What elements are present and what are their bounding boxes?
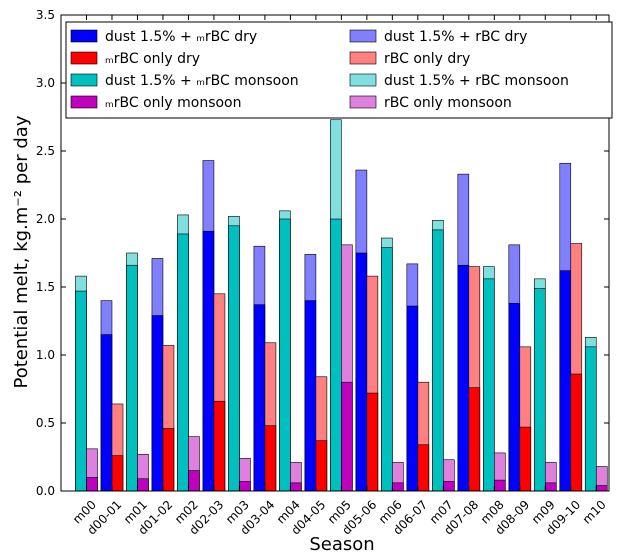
bar-m02-s3 [188,470,200,492]
bar-d01-02-s0 [151,315,164,492]
bar-m08-s3 [493,479,506,492]
bar-m07-s2 [432,229,444,492]
legend-label: ₘrBC only dry [105,51,200,67]
bar-d05-06-s0 [355,252,368,492]
y-tick-label: 2.5 [36,144,55,158]
x-tick-label: m10 [580,498,609,527]
legend-label: rBC only monsoon [384,95,512,111]
bar-d02-03-s1 [213,400,226,492]
y-tick-label: 0.5 [36,416,55,430]
legend-label: ₘrBC only monsoon [105,95,242,111]
bar-m03-s3 [239,481,251,492]
bar-m00-s2 [75,290,87,492]
bar-d09-10-s1 [570,373,583,492]
bar-d03-04-s0 [253,304,266,492]
bar-d03-04-s1 [264,425,277,492]
legend: dust 1.5% + ₘrBC dry ₘrBC only dry dust 1.… [65,21,613,119]
bar-m05-s3 [341,381,353,492]
bar-m03-s2 [228,225,240,492]
y-tick-label: 3.5 [36,8,55,22]
bar-d01-02-s1 [162,428,175,492]
bar-m04-s3 [290,482,302,492]
bar-d08-09-s1 [519,426,532,492]
bar-m00-s3 [86,477,98,492]
bar-d04-05-s0 [304,300,317,492]
legend-swatch [70,29,98,43]
bar-m04-s2 [279,218,291,492]
bar-d04-05-s1 [315,440,328,492]
legend-swatch [349,95,377,109]
legend-label: dust 1.5% + rBC dry [384,29,527,45]
bar-d02-03-s0 [202,230,215,492]
legend-swatch [349,73,377,87]
legend-swatch [349,51,377,65]
legend-label: rBC only dry [384,51,470,67]
bar-m01-s2 [126,264,138,492]
legend-swatch [70,95,98,109]
bar-d09-10-s0 [559,270,572,492]
legend-swatch [349,29,377,43]
bar-d07-08-s1 [468,387,481,492]
bar-m01-s3 [137,478,149,492]
y-tick-label: 3.0 [36,76,55,90]
legend-swatch [70,73,98,87]
bar-m09-s2 [533,288,546,492]
bar-d06-07-s1 [417,444,430,492]
bar-d08-09-s0 [508,303,521,492]
y-tick-label: 2.0 [36,212,55,226]
bar-d00-01-s0 [100,334,113,492]
bar-m10-s2 [584,346,597,492]
x-axis-label: Season [309,534,374,551]
bar-m08-s2 [482,278,495,492]
legend-label: dust 1.5% + ₘrBC monsoon [105,73,299,89]
y-axis-label: Potential melt, kg.m⁻² per day [11,115,32,388]
y-tick-label: 1.5 [36,280,55,294]
bar-m02-s2 [177,233,189,492]
y-tick-label: 1.0 [36,348,55,362]
bar-d05-06-s1 [366,392,379,492]
bar-m10-s3 [595,485,608,492]
y-tick-label: 0.0 [36,484,55,498]
plot-frame [60,14,610,492]
legend-label: dust 1.5% + ₘrBC dry [105,29,257,45]
bar-m07-s3 [443,481,455,492]
legend-box [65,21,613,119]
bar-d00-01-s1 [111,455,124,492]
bar-m09-s3 [544,482,557,492]
bar-m06-s3 [392,482,404,492]
bar-m05-s2 [330,218,342,492]
legend-label: dust 1.5% + rBC monsoon [384,73,569,89]
legend-swatch [70,51,98,65]
bar-d07-08-s0 [457,264,470,492]
bar-m06-s2 [381,247,393,492]
bar-d06-07-s0 [406,305,419,492]
bars-layer [75,119,608,492]
